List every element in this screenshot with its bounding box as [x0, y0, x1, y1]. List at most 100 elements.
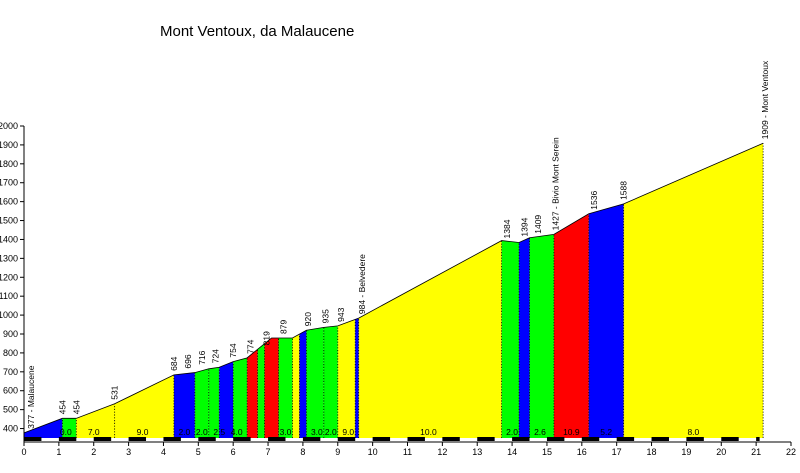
x-tick-label-9: 9	[335, 447, 340, 457]
y-tick-label-1000: 1000	[0, 310, 18, 320]
x-tick-label-14: 14	[507, 447, 517, 457]
segment-22	[553, 213, 589, 438]
elevation-label-9: 774	[246, 339, 256, 353]
y-tick-label-500: 500	[3, 405, 18, 415]
x-tick-label-8: 8	[300, 447, 305, 457]
km-bar-block-2	[93, 437, 112, 441]
elevation-label-20: 1536	[589, 191, 599, 210]
segment-17	[355, 318, 359, 438]
segment-4	[194, 368, 209, 438]
elevation-label-1: 454	[57, 400, 67, 414]
y-tick-label-2000: 2000	[0, 121, 18, 131]
gradient-label-1: 7.0	[88, 427, 100, 437]
gradient-labels-layer: 0.0 7.0 9.0 2.0 2.0 2.5 4.0 3.0 3.0 2.0 9.0 10.0 2.0…	[60, 427, 700, 437]
segments-layer	[24, 143, 764, 438]
x-tick-label-3: 3	[126, 447, 131, 457]
km-bar-block-19	[686, 437, 704, 441]
y-tick-label-1800: 1800	[0, 159, 18, 169]
x-tick-label-19: 19	[681, 447, 691, 457]
km-bar-block-12	[442, 437, 460, 441]
km-bar-block-17	[616, 437, 635, 441]
y-tick-label-800: 800	[3, 348, 18, 358]
y-tick-label-1600: 1600	[0, 197, 18, 207]
x-tick-label-10: 10	[368, 447, 378, 457]
elevation-label-6: 716	[197, 350, 207, 364]
elevation-label-19: 1427 - Bivio Mont Serein	[551, 137, 561, 230]
segment-5	[208, 367, 220, 438]
x-tick-label-22: 22	[786, 447, 796, 457]
elevation-label-3: 531	[110, 385, 120, 399]
x-tick-label-4: 4	[161, 447, 166, 457]
x-tick-label-7: 7	[266, 447, 271, 457]
elevation-label-5: 696	[183, 354, 193, 368]
y-tick-label-1400: 1400	[0, 234, 18, 244]
gradient-label-7: 3.0	[280, 427, 292, 437]
km-bar-block-21	[756, 437, 760, 441]
km-bar-block-5	[198, 437, 216, 441]
elevation-label-12: 920	[303, 312, 313, 326]
segment-15	[323, 325, 338, 438]
elevation-label-14: 943	[336, 307, 346, 321]
chart-title: Mont Ventoux, da Malaucene	[160, 23, 354, 40]
segment-23	[588, 203, 624, 438]
km-bar-block-20	[721, 437, 739, 441]
km-bar-block-7	[268, 437, 286, 441]
km-bar-block-13	[477, 437, 495, 441]
segment-12	[292, 334, 300, 438]
dotted-lines-layer	[61, 143, 764, 438]
segment-11	[278, 337, 293, 438]
x-tick-label-11: 11	[403, 447, 412, 457]
x-tick-label-6: 6	[231, 447, 236, 457]
elevation-label-10: 819	[261, 331, 271, 345]
x-tick-label-1: 1	[56, 447, 61, 457]
km-bar-block-3	[128, 437, 147, 441]
segment-0	[24, 418, 63, 438]
gradient-label-15: 5.2	[600, 427, 612, 437]
gradient-label-14: 10.9	[563, 427, 580, 437]
y-tick-label-700: 700	[3, 367, 18, 377]
elevation-label-2: 454	[71, 400, 81, 414]
segment-13	[299, 330, 307, 438]
elevation-label-8: 754	[228, 343, 238, 357]
x-tick-label-21: 21	[751, 447, 761, 457]
km-bar-block-6	[233, 437, 251, 441]
gradient-label-8: 3.0	[311, 427, 323, 437]
km-bar-block-16	[581, 437, 600, 441]
y-tick-label-1900: 1900	[0, 140, 18, 150]
gradient-label-6: 4.0	[231, 427, 243, 437]
gradient-label-12: 2.0	[506, 427, 518, 437]
x-tick-label-17: 17	[612, 447, 622, 457]
gradient-label-5: 2.5	[213, 427, 225, 437]
gradient-label-9: 2.0	[325, 427, 337, 437]
y-tick-label-600: 600	[3, 386, 18, 396]
segment-20	[519, 237, 530, 438]
km-bar-block-9	[337, 437, 356, 441]
y-tick-label-1200: 1200	[0, 272, 18, 282]
km-bar-block-11	[407, 437, 425, 441]
segment-8	[247, 349, 258, 438]
x-tick-label-15: 15	[542, 447, 552, 457]
km-bar-layer	[24, 437, 760, 441]
gradient-label-16: 8.0	[687, 427, 699, 437]
segment-10	[264, 337, 279, 438]
annotations-layer: 377 - Malaucene 454 454 531 684 696 716 724 754 7…	[26, 60, 770, 429]
segment-9	[257, 343, 265, 438]
elevation-label-13: 935	[321, 309, 331, 323]
gradient-label-2: 9.0	[137, 427, 149, 437]
km-bar-block-0	[24, 437, 42, 441]
segment-18	[358, 240, 502, 438]
km-bar-block-14	[512, 437, 530, 441]
km-bar-block-18	[651, 437, 669, 441]
gradient-label-13: 2.6	[534, 427, 546, 437]
y-tick-label-400: 400	[3, 424, 18, 434]
y-tick-label-900: 900	[3, 329, 18, 339]
y-tick-label-1300: 1300	[0, 253, 18, 263]
elevation-label-18: 1409	[533, 215, 543, 234]
x-tick-label-5: 5	[196, 447, 201, 457]
km-bar-block-8	[302, 437, 321, 441]
x-tick-label-12: 12	[437, 447, 447, 457]
x-tick-label-18: 18	[647, 447, 657, 457]
segment-19	[501, 240, 520, 438]
elevation-label-7: 724	[211, 349, 221, 363]
segment-1	[62, 418, 77, 438]
